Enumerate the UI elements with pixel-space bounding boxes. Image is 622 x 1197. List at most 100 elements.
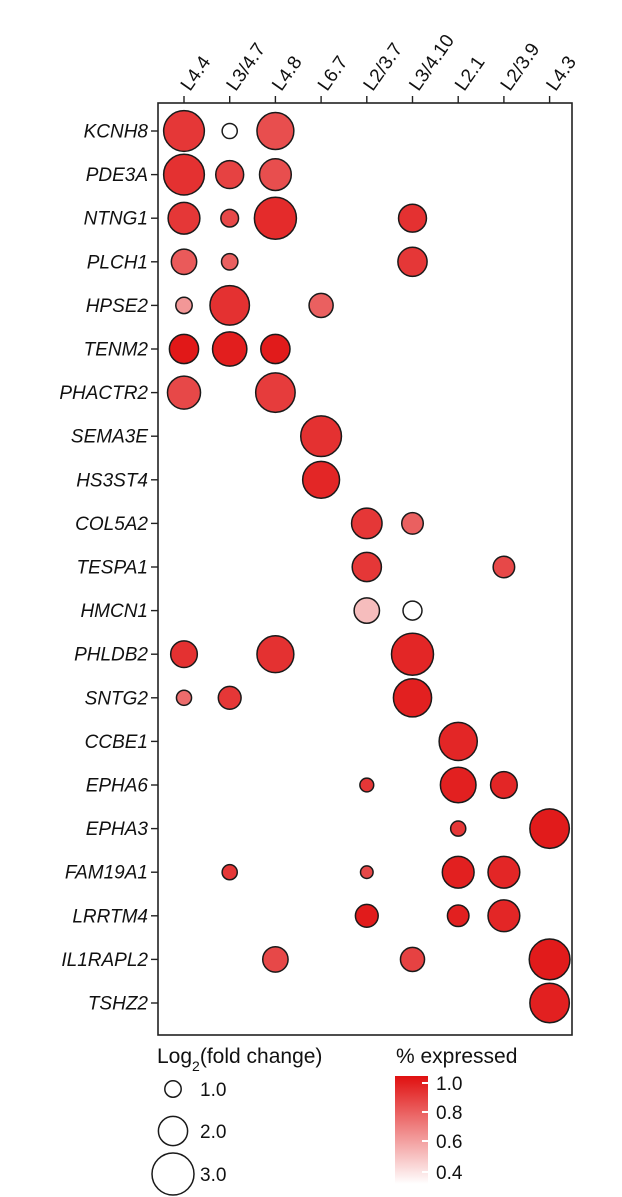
column-label-l3-4-7: L3/4.7 — [223, 40, 271, 95]
dot-ntng1-l3-4-7 — [220, 208, 240, 228]
color-legend-label-0-4: 0.4 — [436, 1163, 463, 1184]
dot-hpse2-l3-4-7 — [209, 284, 251, 326]
dot-hpse2-l6-7 — [308, 292, 334, 319]
column-label-l4-8: L4.8 — [268, 53, 306, 95]
row-label-ntng1: NTNG1 — [84, 209, 148, 230]
dot-col5a2-l2-3-7 — [350, 507, 383, 540]
dot-lrrtm4-l2-3-7 — [354, 903, 379, 928]
color-legend: % expressed 1.0 0.8 0.6 0.4 — [395, 1045, 517, 1184]
dot-plch1-l3-4-7 — [220, 252, 239, 271]
color-legend-label-0-6: 0.6 — [436, 1132, 462, 1153]
dot-tenm2-l4-4 — [168, 333, 200, 365]
dot-epha6-l2-3-9 — [489, 770, 518, 800]
dot-phldb2-l4-4 — [169, 640, 199, 669]
dot-fam19a1-l2-3-7 — [359, 865, 374, 880]
size-legend: Log2(fold change) 1.0 2.0 3.0 — [151, 1045, 322, 1196]
dot-kcnh8-l4-4 — [162, 109, 206, 153]
row-label-epha3: EPHA3 — [86, 819, 149, 840]
row-label-tespa1: TESPA1 — [77, 558, 148, 579]
row-label-lrrtm4: LRRTM4 — [72, 906, 148, 927]
row-label-col5a2: COL5A2 — [75, 514, 148, 535]
size-legend-label-3-0: 3.0 — [200, 1165, 226, 1186]
column-label-l6-7: L6.7 — [314, 53, 352, 95]
row-label-phactr2: PHACTR2 — [59, 383, 148, 404]
dot-sntg2-l3-4-7 — [217, 685, 242, 710]
column-label-l2-3-7: L2/3.7 — [360, 40, 408, 95]
dot-phldb2-l3-4-10 — [390, 632, 435, 676]
dot-col5a2-l3-4-10 — [400, 511, 425, 535]
color-legend-label-0-8: 0.8 — [436, 1103, 462, 1124]
dot-plch1-l4-4 — [170, 248, 198, 276]
dot-ntng1-l3-4-10 — [397, 203, 428, 233]
dot-hmcn1-l3-4-10 — [402, 600, 423, 621]
dot-epha3-l4-3 — [529, 808, 571, 850]
row-label-tenm2: TENM2 — [84, 340, 149, 361]
dot-tenm2-l3-4-7 — [211, 331, 248, 367]
dot-hmcn1-l2-3-7 — [353, 597, 381, 625]
row-label-sema3e: SEMA3E — [71, 427, 148, 448]
dot-epha6-l2-3-7 — [359, 777, 375, 793]
dot-il1rapl2-l4-8 — [261, 945, 289, 973]
row-label-hpse2: HPSE2 — [86, 296, 149, 317]
dot-il1rapl2-l4-3 — [528, 938, 571, 981]
row-label-il1rapl2: IL1RAPL2 — [61, 950, 148, 971]
dot-kcnh8-l4-8 — [256, 111, 295, 151]
dot-lrrtm4-l2-3-9 — [487, 899, 521, 933]
dot-ntng1-l4-4 — [167, 201, 201, 235]
size-legend-circle-3-0 — [151, 1152, 195, 1196]
dot-ccbe1-l2-1 — [438, 721, 479, 762]
dot-ntng1-l4-8 — [253, 196, 298, 240]
dot-pde3a-l4-4 — [162, 153, 206, 196]
dot-pde3a-l3-4-7 — [214, 159, 245, 190]
row-label-hmcn1: HMCN1 — [80, 601, 148, 622]
size-legend-title: Log2(fold change) — [157, 1045, 322, 1074]
dot-fam19a1-l3-4-7 — [221, 863, 239, 881]
row-label-fam19a1: FAM19A1 — [65, 863, 148, 884]
dot-epha6-l2-1 — [439, 766, 477, 804]
size-legend-circle-1-0 — [164, 1080, 182, 1098]
size-legend-label-1-0: 1.0 — [200, 1080, 226, 1101]
dot-tenm2-l4-8 — [260, 333, 291, 365]
dot-tespa1-l2-3-9 — [492, 555, 516, 579]
dot-phactr2-l4-4 — [166, 375, 202, 410]
dot-plch1-l3-4-10 — [397, 246, 428, 278]
color-legend-title: % expressed — [396, 1045, 517, 1068]
row-label-hs3st4: HS3ST4 — [76, 470, 148, 491]
column-label-l3-4-10: L3/4.10 — [405, 31, 459, 95]
dot-sema3e-l6-7 — [299, 415, 343, 458]
dot-kcnh8-l3-4-7 — [221, 122, 239, 140]
dot-tshz2-l4-3 — [529, 982, 571, 1024]
column-label-l2-3-9: L2/3.9 — [497, 40, 545, 95]
row-label-sntg2: SNTG2 — [85, 688, 149, 709]
row-label-pde3a: PDE3A — [86, 165, 148, 186]
dot-epha3-l2-1 — [449, 820, 467, 837]
dot-tespa1-l2-3-7 — [351, 551, 383, 583]
color-legend-label-1-0: 1.0 — [436, 1074, 462, 1095]
dot-fam19a1-l2-1 — [441, 855, 475, 889]
dot-phactr2-l4-8 — [254, 372, 296, 414]
dot-pde3a-l4-8 — [258, 157, 293, 192]
row-label-plch1: PLCH1 — [87, 252, 148, 273]
color-bar — [395, 1076, 428, 1184]
dots — [162, 109, 571, 1024]
dot-sntg2-l4-4 — [175, 689, 193, 707]
dot-il1rapl2-l3-4-10 — [399, 946, 426, 973]
dot-hs3st4-l6-7 — [301, 460, 341, 499]
dot-lrrtm4-l2-1 — [446, 904, 470, 928]
row-label-kcnh8: KCNH8 — [84, 122, 149, 143]
row-label-tshz2: TSHZ2 — [88, 994, 149, 1015]
dot-fam19a1-l2-3-9 — [487, 855, 521, 889]
size-legend-circle-2-0 — [157, 1115, 189, 1147]
column-label-l4-3: L4.3 — [542, 53, 580, 95]
dot-hpse2-l4-4 — [175, 296, 193, 315]
plot-border — [157, 102, 573, 1036]
row-labels: KCNH8 PDE3A NTNG1 PLCH1 HPSE2 TENM2 PHACTR2 SEM… — [59, 122, 158, 1015]
column-label-l2-1: L2.1 — [451, 53, 489, 95]
size-legend-label-2-0: 2.0 — [200, 1122, 226, 1143]
column-label-l4-4: L4.4 — [177, 52, 216, 95]
dot-phldb2-l4-8 — [256, 635, 295, 674]
row-label-epha6: EPHA6 — [86, 776, 149, 797]
